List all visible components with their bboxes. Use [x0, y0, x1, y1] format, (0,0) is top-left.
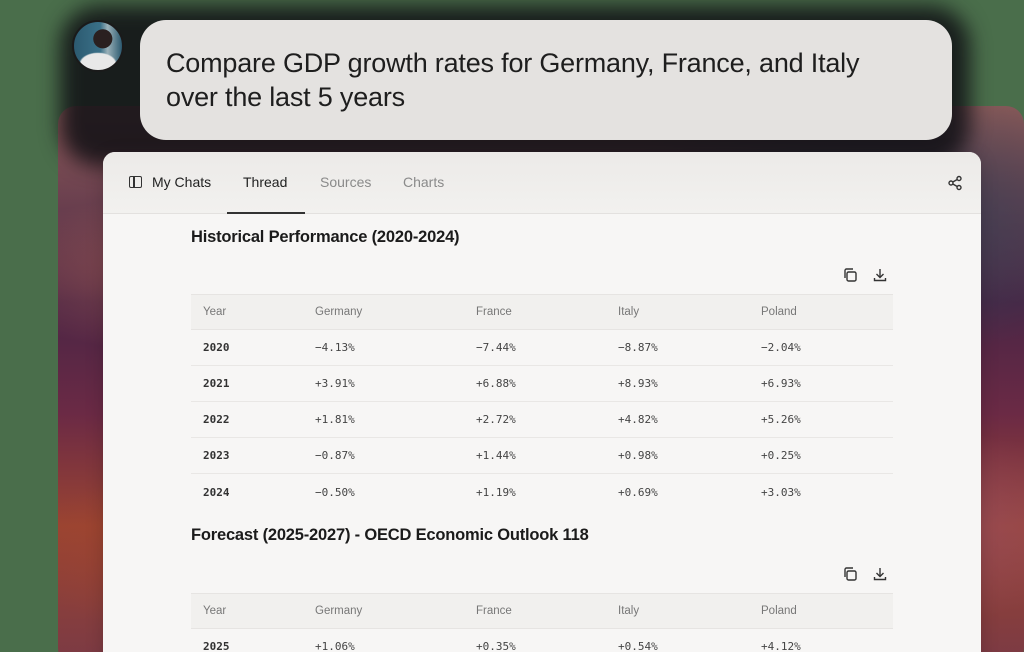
section-title-historical: Historical Performance (2020-2024)	[191, 228, 460, 246]
table-header: Year Germany France Italy Poland	[191, 593, 893, 629]
column-header: Year	[203, 605, 227, 617]
tab-sources[interactable]: Sources	[320, 174, 372, 190]
table-row: 2020 −4.13% −7.44% −8.87% −2.04%	[191, 330, 893, 366]
table-row: 2021 +3.91% +6.88% +8.93% +6.93%	[191, 366, 893, 402]
active-tab-indicator	[227, 212, 305, 214]
prompt-text-line2: over the last 5 years	[166, 82, 405, 112]
historical-table: Year Germany France Italy Poland 2020 −4…	[191, 294, 893, 510]
cell: −7.44%	[476, 341, 516, 354]
column-header: Italy	[618, 605, 640, 617]
table-row: 2023 −0.87% +1.44% +0.98% +0.25%	[191, 438, 893, 474]
cell: 2021	[203, 377, 230, 390]
column-header: Poland	[761, 306, 797, 318]
cell: +1.44%	[476, 449, 516, 462]
cell: +0.98%	[618, 449, 658, 462]
column-header: Germany	[315, 605, 363, 617]
panel-topbar: My Chats Thread Sources Charts	[103, 152, 981, 214]
cell: +8.93%	[618, 377, 658, 390]
cell: −8.87%	[618, 341, 658, 354]
cell: 2020	[203, 341, 230, 354]
table-row: 2022 +1.81% +2.72% +4.82% +5.26%	[191, 402, 893, 438]
cell: +5.26%	[761, 413, 801, 426]
cell: −2.04%	[761, 341, 801, 354]
tab-charts[interactable]: Charts	[403, 174, 445, 190]
cell: +6.88%	[476, 377, 516, 390]
column-header: Germany	[315, 306, 363, 318]
table-row: 2024 −0.50% +1.19% +0.69% +3.03%	[191, 474, 893, 510]
column-header: France	[476, 605, 512, 617]
cell: +2.72%	[476, 413, 516, 426]
cell: +1.06%	[315, 640, 355, 652]
cell: +3.03%	[761, 485, 801, 499]
section-title-forecast: Forecast (2025-2027) - OECD Economic Out…	[191, 526, 589, 544]
download-icon[interactable]	[872, 566, 888, 582]
cell: +6.93%	[761, 377, 801, 390]
column-header: France	[476, 306, 512, 318]
sidebar-toggle-icon	[129, 176, 142, 188]
cell: +4.82%	[618, 413, 658, 426]
forecast-table: Year Germany France Italy Poland 2025 +1…	[191, 593, 893, 652]
share-icon[interactable]	[947, 175, 963, 191]
table-header: Year Germany France Italy Poland	[191, 294, 893, 330]
cell: −4.13%	[315, 341, 355, 354]
cell: −0.50%	[315, 485, 355, 499]
cell: +1.19%	[476, 485, 516, 499]
download-icon[interactable]	[872, 267, 888, 283]
prompt-text-line1: Compare GDP growth rates for Germany, Fr…	[166, 48, 860, 78]
copy-icon[interactable]	[842, 566, 858, 582]
cell: +3.91%	[315, 377, 355, 390]
tab-thread[interactable]: Thread	[243, 174, 288, 190]
cell: 2025	[203, 640, 230, 652]
cell: +0.25%	[761, 449, 801, 462]
my-chats-label: My Chats	[152, 174, 212, 190]
column-header: Poland	[761, 605, 797, 617]
cell: +0.35%	[476, 640, 516, 652]
user-prompt-bubble: Compare GDP growth rates for Germany, Fr…	[140, 20, 952, 140]
cell: +1.81%	[315, 413, 355, 426]
column-header: Italy	[618, 306, 640, 318]
cell: 2023	[203, 449, 230, 462]
copy-icon[interactable]	[842, 267, 858, 283]
cell: 2024	[203, 485, 230, 499]
table-row: 2025 +1.06% +0.35% +0.54% +4.12%	[191, 629, 893, 652]
cell: −0.87%	[315, 449, 355, 462]
chat-panel: My Chats Thread Sources Charts Historica…	[103, 152, 981, 652]
user-avatar	[72, 20, 124, 72]
cell: +0.54%	[618, 640, 658, 652]
cell: 2022	[203, 413, 230, 426]
cell: +4.12%	[761, 640, 801, 652]
my-chats-button[interactable]: My Chats	[129, 174, 211, 190]
cell: +0.69%	[618, 485, 658, 499]
column-header: Year	[203, 306, 227, 318]
